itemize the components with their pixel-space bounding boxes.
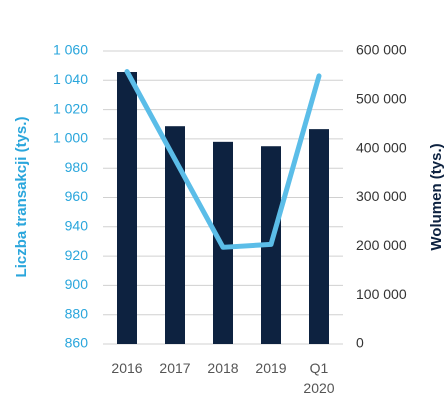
y2-tick-label: 0 [356,335,364,351]
y-tick-label: 1 060 [53,42,88,58]
y2-tick-label: 300 000 [356,188,407,204]
y-tick-label: 1 020 [53,100,88,116]
y-tick-label: 860 [65,335,89,351]
y-tick-label: 920 [65,247,89,263]
y2-tick-label: 500 000 [356,91,407,107]
x-tick-label: 2018 [207,360,239,376]
y2-tick-label: 100 000 [356,286,407,302]
y2-axis-title: Wolumen (tys.) [428,143,445,250]
bar [309,129,329,344]
y-tick-label: 960 [65,188,89,204]
y-tick-label: 880 [65,305,89,321]
y-tick-label: 980 [65,159,89,175]
x-tick-label: Q1 2020 [303,360,335,396]
bar [117,71,137,344]
line [124,69,322,250]
x-tick-label: 2017 [159,360,191,376]
y-axis-title: Liczba transakcji (tys.) [13,117,30,278]
y2-tick-label: 400 000 [356,139,407,155]
y-tick-label: 1 000 [53,130,88,146]
y-tick-label: 1 040 [53,71,88,87]
y-tick-label: 940 [65,218,89,234]
y2-tick-label: 200 000 [356,237,407,253]
x-tick-label: 2016 [111,360,143,376]
x-tick-label: 2019 [255,360,287,376]
y-tick-label: 900 [65,276,89,292]
y2-tick-label: 600 000 [356,42,407,58]
bar [165,126,185,344]
